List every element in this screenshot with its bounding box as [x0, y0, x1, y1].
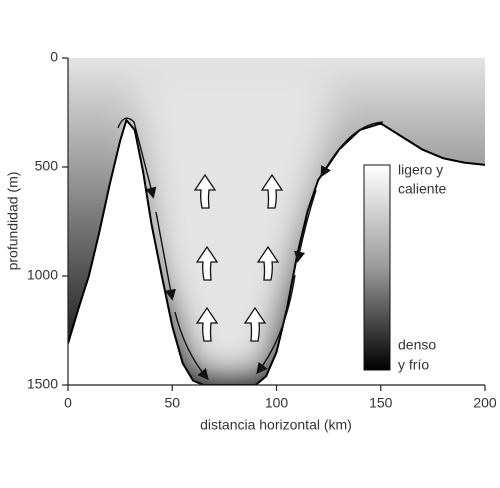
x-tick-label: 50 [164, 395, 180, 411]
colorbar [363, 164, 391, 371]
y-tick-label: 1500 [27, 376, 58, 392]
y-tick-label: 1000 [27, 267, 58, 283]
colorbar-label: denso [398, 337, 436, 353]
colorbar-label: y frío [398, 357, 429, 373]
colorbar-label: caliente [398, 181, 446, 197]
x-tick-label: 200 [473, 395, 497, 411]
x-axis-label: distancia horizontal (km) [200, 417, 352, 433]
x-tick-label: 100 [265, 395, 289, 411]
y-axis-label: profundidad (m) [5, 172, 21, 271]
x-tick-label: 150 [369, 395, 393, 411]
seafloor [68, 118, 485, 385]
colorbar-label: ligero y [398, 162, 443, 178]
y-tick-label: 500 [35, 158, 59, 174]
flow-arrows [117, 117, 384, 381]
light-water [135, 60, 330, 380]
y-tick-label: 0 [50, 49, 58, 65]
x-tick-label: 0 [64, 395, 72, 411]
